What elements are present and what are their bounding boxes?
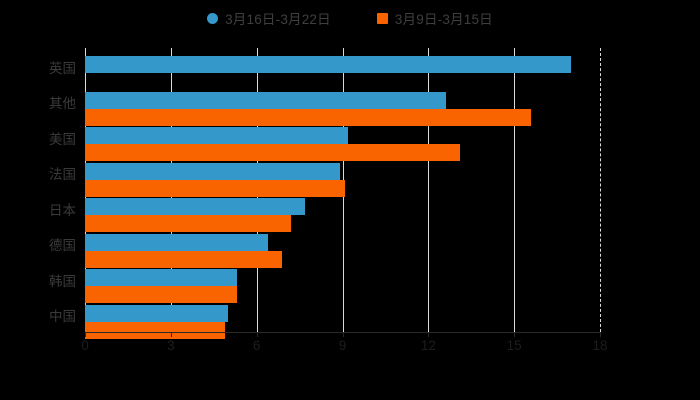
bar-series-1[interactable]	[85, 56, 572, 73]
bar-series-2[interactable]	[85, 215, 291, 232]
bar-group	[85, 155, 600, 197]
x-axis-tick	[428, 332, 430, 337]
plot-area	[85, 48, 601, 339]
bar-series-1[interactable]	[85, 269, 237, 286]
bar-group	[85, 297, 600, 339]
y-axis-category-labels: 英国其他美国法国日本德国韩国中国	[0, 48, 76, 332]
bar-group	[85, 190, 600, 232]
x-axis-tick	[256, 332, 258, 337]
bar-group	[85, 84, 600, 126]
legend-item-series-1[interactable]: 3月16日-3月22日	[207, 8, 331, 28]
gridline	[428, 48, 430, 332]
y-axis-label: 韩国	[49, 273, 76, 289]
gridline	[600, 48, 601, 332]
x-axis-tick	[85, 332, 86, 337]
x-axis-label: 12	[420, 338, 436, 353]
bar-series-2[interactable]	[85, 321, 226, 339]
bar-series-2[interactable]	[85, 144, 460, 161]
bar-group	[85, 119, 600, 161]
legend-swatch-icon-series-2	[376, 12, 388, 24]
legend-swatch-icon-series-1	[207, 12, 219, 24]
y-axis-label: 其他	[49, 96, 76, 112]
y-axis-label: 中国	[49, 309, 76, 325]
x-axis-tick	[342, 332, 344, 337]
bar-series-2[interactable]	[85, 108, 532, 126]
bar-group	[85, 48, 600, 84]
x-axis-label: 0	[81, 338, 89, 353]
x-axis-tick	[600, 332, 601, 337]
bar-series-1[interactable]	[85, 91, 446, 109]
bar-series-2[interactable]	[85, 179, 346, 197]
bar-group	[85, 261, 600, 303]
bar-series-1[interactable]	[85, 127, 349, 144]
bar-series-1[interactable]	[85, 233, 269, 251]
bar-series-1[interactable]	[85, 304, 229, 322]
x-axis-label: 3	[167, 338, 175, 353]
y-axis-label: 法国	[49, 167, 76, 183]
y-axis-label: 日本	[49, 202, 76, 218]
x-axis-label: 6	[252, 338, 261, 353]
chart-legend: 3月16日-3月22日 3月9日-3月15日	[0, 8, 700, 28]
bar-series-2[interactable]	[85, 250, 283, 268]
legend-label-series-2: 3月9日-3月15日	[394, 12, 493, 27]
bar-series-1[interactable]	[85, 198, 306, 215]
bar-group	[85, 226, 600, 268]
y-axis-label: 英国	[49, 60, 76, 76]
y-axis-label: 美国	[49, 131, 76, 147]
x-axis-label: 18	[592, 338, 608, 353]
bar-series-1[interactable]	[85, 162, 340, 180]
x-axis-tick	[170, 332, 172, 337]
legend-item-series-2[interactable]: 3月9日-3月15日	[376, 8, 493, 28]
x-axis-tick	[514, 332, 516, 337]
x-axis-label: 15	[506, 338, 522, 353]
gridline	[514, 48, 516, 332]
y-axis-label: 德国	[49, 238, 76, 254]
legend-label-series-1: 3月16日-3月22日	[225, 12, 331, 27]
bar-series-2[interactable]	[85, 286, 237, 303]
x-axis-label: 9	[338, 338, 347, 353]
